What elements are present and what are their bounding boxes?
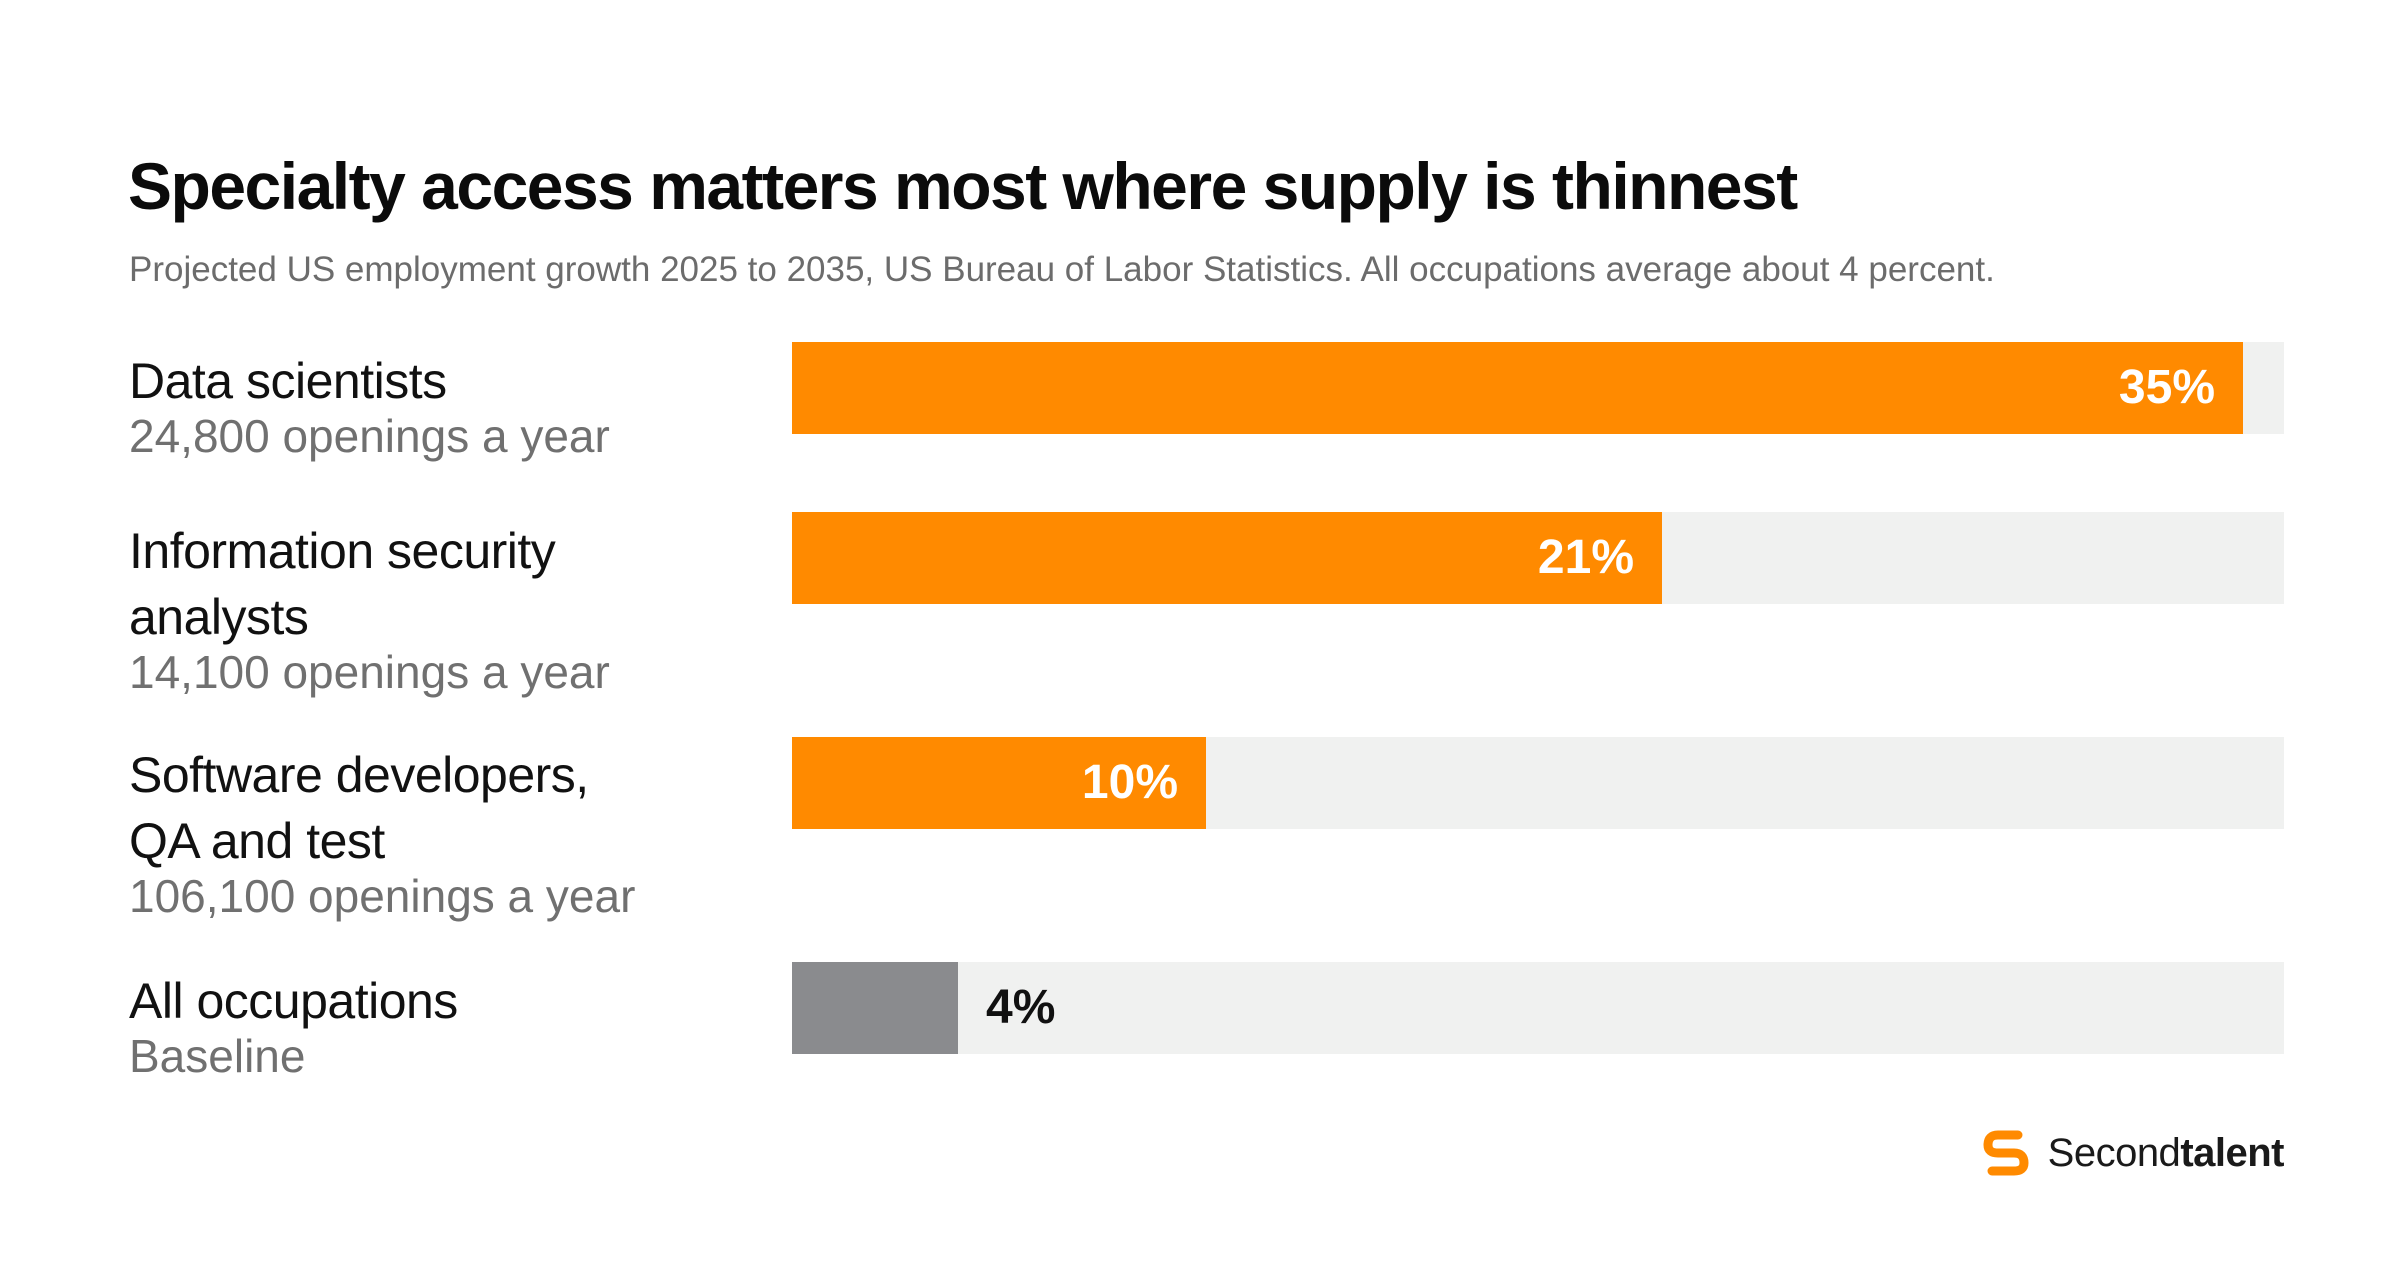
category-label: Data scientists [129, 353, 447, 409]
value-bar [792, 512, 1662, 604]
bar-track: 21% [792, 512, 2284, 604]
value-bar [792, 737, 1206, 829]
row-label: All occupations Baseline [129, 968, 769, 1082]
row-label: Information security analysts 14,100 openi… [129, 518, 769, 698]
logo-text-regular: Second [2047, 1130, 2181, 1175]
bar-track: 10% [792, 737, 2284, 829]
openings-label: 106,100 openings a year [129, 870, 636, 922]
value-label: 4% [986, 981, 1056, 1034]
secondtalent-logo: Secondtalent [1978, 1120, 2284, 1186]
bar-track: 35% [792, 342, 2284, 434]
category-label: analysts [129, 589, 309, 645]
bar-track: 4% [792, 962, 2284, 1054]
openings-label: 14,100 openings a year [129, 646, 610, 698]
category-label: Information security [129, 523, 556, 579]
category-label: Software developers, [129, 747, 589, 803]
chart-title: Specialty access matters most where supp… [128, 149, 1798, 223]
baseline-bar [792, 962, 958, 1054]
logo-text-bold: talent [2180, 1130, 2284, 1175]
value-bar [792, 342, 2243, 434]
row-label: Software developers, QA and test 106,100 o… [129, 742, 769, 922]
value-label: 21% [1537, 531, 1634, 584]
value-label: 35% [2118, 361, 2215, 414]
chart-subtitle: Projected US employment growth 2025 to 2… [129, 250, 1995, 289]
logo-wordmark: Secondtalent [2047, 1130, 2285, 1176]
category-label: All occupations [129, 973, 458, 1029]
openings-label: Baseline [129, 1030, 306, 1082]
value-label: 10% [1081, 756, 1178, 809]
row-label: Data scientists 24,800 openings a year [129, 348, 769, 462]
openings-label: 24,800 openings a year [129, 410, 610, 462]
category-label: QA and test [129, 813, 385, 869]
secondtalent-s-icon [1983, 1130, 2029, 1176]
